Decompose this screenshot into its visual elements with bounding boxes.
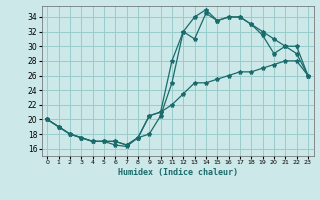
X-axis label: Humidex (Indice chaleur): Humidex (Indice chaleur) (118, 168, 237, 177)
